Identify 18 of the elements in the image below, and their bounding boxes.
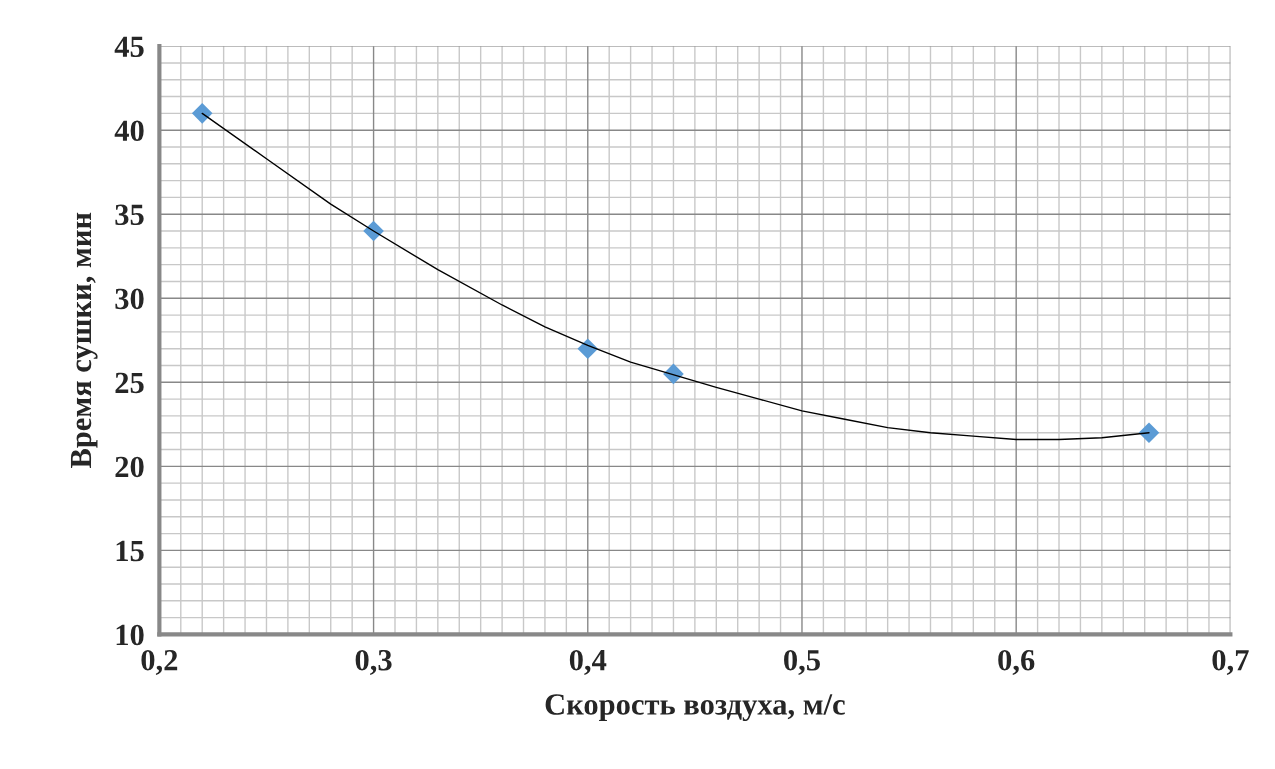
y-tick-label: 30 xyxy=(115,288,144,310)
x-tick-label: 0,5 xyxy=(784,649,820,675)
y-tick-label: 15 xyxy=(116,540,144,562)
y-tick-label: 45 xyxy=(114,36,144,58)
x-tick-label: 0,7 xyxy=(1212,649,1249,675)
y-axis-title: Время сушки, мин xyxy=(70,212,98,469)
point xyxy=(1138,422,1160,444)
y-tick-label: 20 xyxy=(115,456,144,478)
x-tick-label: 0,2 xyxy=(141,649,178,675)
point xyxy=(191,103,213,124)
y-tick-label: 25 xyxy=(115,372,144,394)
y-tick-label: 10 xyxy=(116,624,144,646)
y-tick-label: 35 xyxy=(115,204,144,226)
y-tick-label: 40 xyxy=(114,120,144,142)
x-axis-title: Скорость воздуха, м/с xyxy=(545,694,845,722)
x-tick-label: 0,4 xyxy=(569,649,607,675)
x-tick-label: 0,6 xyxy=(998,649,1035,675)
x-tick-label: 0,3 xyxy=(355,649,392,675)
